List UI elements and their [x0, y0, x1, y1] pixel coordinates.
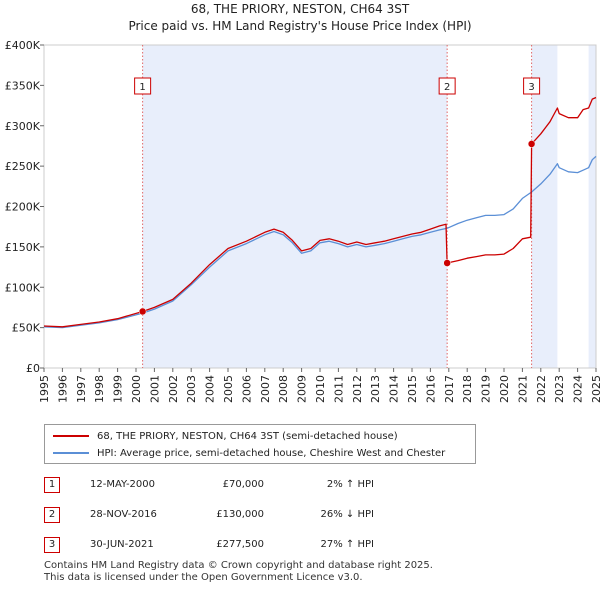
x-tick-label: 2013 — [369, 375, 382, 403]
axis-layer: £0 £50K £100K £150K £200K £250K £300K £350K £400… — [5, 39, 600, 403]
transaction-hpi: 27% ↑ HPI — [320, 539, 374, 550]
transaction-hpi: 2% ↑ HPI — [326, 479, 374, 490]
y-tick-label: £300K — [5, 120, 41, 133]
x-tick-label: 2016 — [424, 375, 437, 403]
shaded-period — [142, 45, 448, 368]
transaction-date: 28-NOV-2016 — [90, 509, 157, 520]
y-tick-label: £350K — [5, 79, 41, 92]
x-tick-label: 2003 — [185, 375, 198, 403]
x-tick-label: 1998 — [93, 375, 106, 403]
series-line-hpi — [43, 155, 597, 329]
x-tick-label: 2015 — [406, 375, 419, 403]
x-tick-label: 2011 — [332, 375, 345, 403]
y-tick-label: £150K — [5, 241, 41, 254]
marker-number: 1 — [139, 82, 145, 93]
legend-label-property: 68, THE PRIORY, NESTON, CH64 3ST (semi-d… — [97, 430, 398, 442]
transaction-date: 12-MAY-2000 — [90, 479, 156, 490]
marker-number: 2 — [444, 82, 450, 93]
legend-label-hpi: HPI: Average price, semi-detached house,… — [97, 447, 446, 459]
x-tick-label: 2012 — [351, 375, 364, 403]
footer-copyright: Contains HM Land Registry data © Crown c… — [44, 560, 433, 571]
x-tick-label: 2024 — [572, 375, 585, 403]
x-tick-label: 2020 — [498, 375, 511, 403]
x-tick-label: 2001 — [148, 375, 161, 403]
y-tick-label: £200K — [5, 201, 41, 214]
x-tick-label: 2021 — [516, 375, 529, 403]
x-tick-label: 2018 — [461, 375, 474, 403]
marker-box — [523, 77, 541, 95]
x-tick-label: 2005 — [222, 375, 235, 403]
sale-point — [527, 140, 536, 148]
transaction-number: 1 — [44, 477, 60, 493]
x-tick-label: 1999 — [112, 375, 125, 403]
legend-item-hpi: HPI: Average price, semi-detached house,… — [53, 445, 445, 461]
price-chart: £0 £50K £100K £150K £200K £250K £300K £350K £400… — [5, 39, 600, 403]
transaction-price: £130,000 — [216, 509, 264, 520]
y-tick-label: £400K — [5, 39, 41, 52]
footer-licence: This data is licensed under the Open Gov… — [44, 572, 363, 583]
shaded-period — [588, 45, 596, 368]
sale-point — [443, 259, 451, 267]
x-tick-label: 2007 — [259, 375, 272, 403]
x-tick-label: 2014 — [388, 375, 401, 403]
x-tick-label: 2025 — [590, 375, 600, 403]
marker-label: 3 — [523, 77, 541, 95]
x-tick-label: 1997 — [75, 375, 88, 403]
series-layer — [43, 96, 597, 329]
y-tick-label: £100K — [5, 281, 41, 294]
y-tick-label: £0 — [26, 362, 40, 375]
y-tick-label: £250K — [5, 160, 41, 173]
x-tick-label: 1995 — [38, 375, 51, 403]
x-tick-label: 2006 — [240, 375, 253, 403]
y-tick-label: £50K — [12, 322, 41, 335]
shade-layer — [142, 45, 596, 368]
x-tick-label: 2010 — [314, 375, 327, 403]
point-layer — [138, 140, 536, 316]
legend-swatch-property — [53, 435, 89, 437]
marker-label: 2 — [438, 77, 456, 95]
shaded-period — [531, 45, 558, 368]
series-line-property — [43, 96, 597, 328]
x-tick-label: 2002 — [167, 375, 180, 403]
marker-label: 1 — [134, 77, 152, 95]
transaction-hpi: 26% ↓ HPI — [320, 509, 374, 520]
x-tick-label: 1996 — [56, 375, 69, 403]
transaction-date: 30-JUN-2021 — [90, 539, 154, 550]
x-tick-label: 2019 — [480, 375, 493, 403]
transaction-price: £277,500 — [216, 539, 264, 550]
x-tick-label: 2004 — [204, 375, 217, 403]
legend: 68, THE PRIORY, NESTON, CH64 3ST (semi-d… — [44, 424, 476, 464]
x-tick-label: 2009 — [296, 375, 309, 403]
transaction-number: 3 — [44, 537, 60, 553]
x-tick-label: 2008 — [277, 375, 290, 403]
marker-box — [438, 77, 456, 95]
transaction-price: £70,000 — [222, 479, 264, 490]
x-tick-label: 2023 — [553, 375, 566, 403]
sale-point — [138, 307, 147, 316]
x-tick-label: 2000 — [130, 375, 143, 403]
legend-swatch-hpi — [53, 452, 89, 454]
transaction-number: 2 — [44, 507, 60, 523]
legend-item-property: 68, THE PRIORY, NESTON, CH64 3ST (semi-d… — [53, 428, 398, 444]
chart-title: 68, THE PRIORY, NESTON, CH64 3ST — [190, 2, 410, 16]
chart-subtitle: Price paid vs. HM Land Registry's House … — [128, 19, 472, 33]
x-tick-label: 2022 — [535, 375, 548, 403]
x-tick-label: 2017 — [443, 375, 456, 403]
marker-number: 3 — [528, 82, 534, 93]
marker-layer: 1 2 3 — [134, 77, 541, 95]
marker-box — [134, 77, 152, 95]
